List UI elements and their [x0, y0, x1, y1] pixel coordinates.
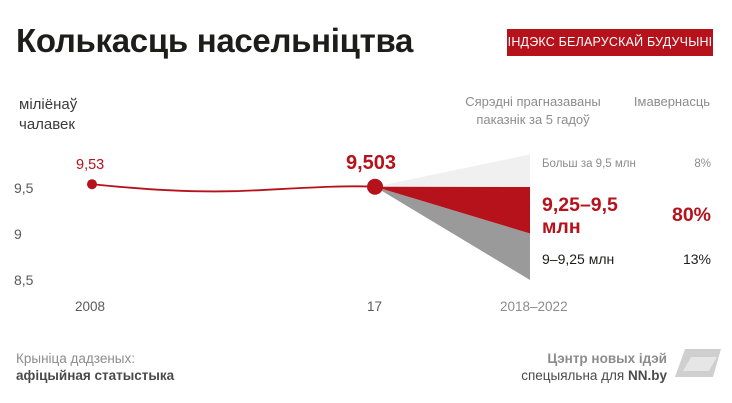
- source-value: афіцыйная статыстыка: [16, 368, 175, 383]
- x-tick-label: 2008: [75, 299, 106, 314]
- x-tick-label: 2018–2022: [500, 299, 568, 314]
- forecast-scenario-band: [375, 186, 530, 280]
- forecast-scenario-band: [375, 154, 530, 187]
- data-point: [367, 178, 383, 195]
- y-tick-label: 8,5: [14, 272, 34, 288]
- scenario-probability: 13%: [682, 251, 711, 267]
- scenario-range-label: 9,25–9,5 млн: [542, 194, 618, 238]
- credit-line: спецыяльна для NN.by: [460, 368, 667, 383]
- source-label: Крыніца дадзеных:: [16, 351, 135, 366]
- credit-site: NN.by: [627, 368, 667, 383]
- history-series-line: [91, 183, 376, 193]
- data-label: 9,53: [76, 157, 105, 173]
- page-title: Колькасць насельніцтва: [16, 22, 414, 59]
- forecast-average-header-line2: паказнік за 5 гадоў: [476, 112, 590, 127]
- history-line-layer: [87, 178, 383, 195]
- credit-prefix: спецыяльна для: [521, 368, 628, 383]
- credit-org: Цэнтр новых ідэй: [547, 351, 667, 366]
- y-axis-unit: міліёнаў чалавек: [19, 95, 77, 135]
- y-tick-label: 9,5: [14, 180, 34, 196]
- data-label: 9,503: [346, 152, 397, 174]
- y-axis-unit-line1: міліёнаў: [19, 96, 78, 113]
- y-axis-unit-line2: чалавек: [19, 116, 75, 133]
- nn-logo-icon: [675, 349, 721, 377]
- scenario-range-label: 9–9,25 млн: [542, 251, 615, 267]
- index-badge: ІНДЭКС БЕЛАРУСКАЙ БУДУЧЫНІ: [507, 29, 713, 56]
- forecast-fan: [375, 154, 530, 280]
- data-point: [87, 179, 97, 190]
- y-tick-label: 9: [14, 226, 22, 242]
- forecast-scenario-band: [375, 186, 530, 234]
- x-tick-label: 17: [367, 299, 383, 314]
- scenario-range-label: Больш за 9,5 млн: [542, 158, 636, 170]
- forecast-average-header-line1: Сярэдні прагназаваны: [465, 94, 601, 109]
- forecast-average-header: Сярэдні прагназаваны паказнік за 5 гадоў: [448, 93, 618, 129]
- scenario-probability: 8%: [694, 158, 711, 170]
- probability-header: Імавернасць: [633, 94, 711, 109]
- scenario-probability: 80%: [671, 204, 711, 226]
